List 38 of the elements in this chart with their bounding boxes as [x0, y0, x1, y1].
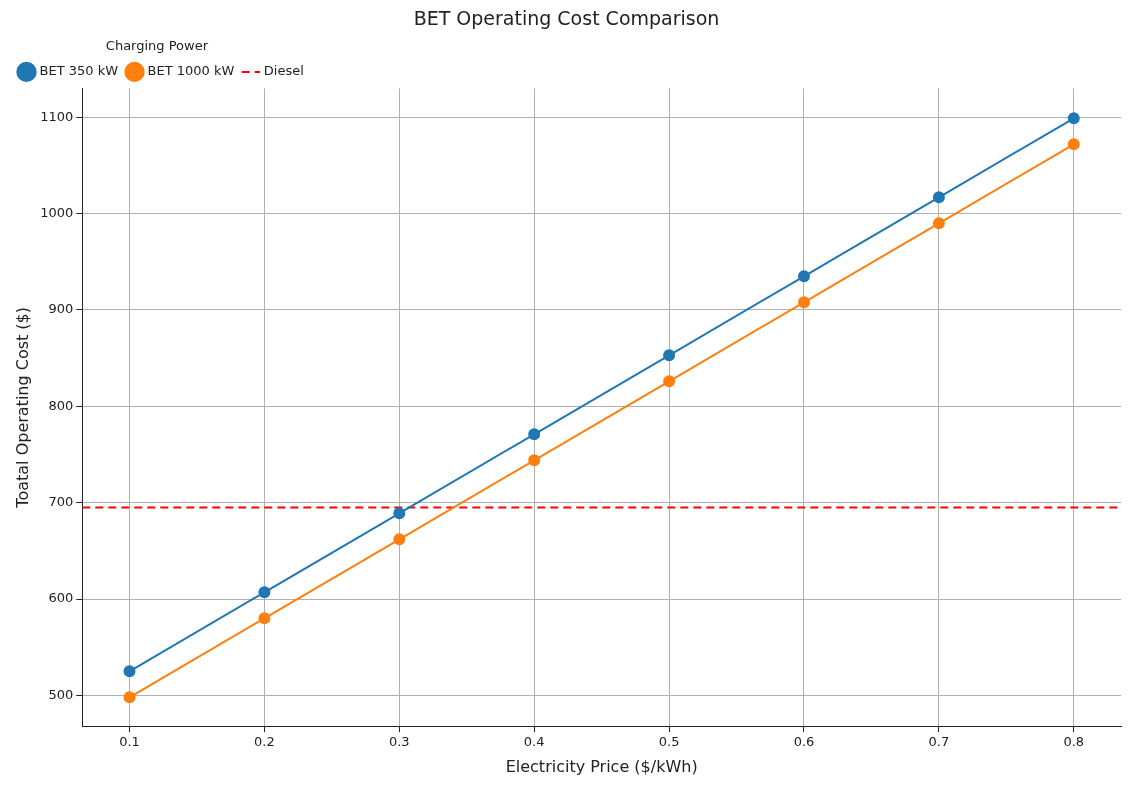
x-tick-label: 0.2 [254, 734, 275, 750]
x-tick-label: 0.1 [119, 734, 140, 750]
y-tick-label: 600 [48, 590, 74, 606]
y-tick-label: 900 [48, 301, 74, 317]
x-tick-label: 0.6 [793, 734, 815, 750]
y-tick-label: 500 [48, 686, 74, 702]
x-axis-title: Electricity Price ($/kWh) [505, 756, 698, 776]
point [932, 191, 945, 204]
legend-label: Diesel [263, 63, 304, 79]
point [1067, 112, 1080, 125]
point [1067, 138, 1080, 151]
point [797, 270, 810, 283]
legend-title: Charging Power [105, 37, 209, 53]
point [932, 217, 945, 230]
point [797, 296, 810, 309]
point [528, 428, 541, 441]
x-tick-label: 0.8 [1063, 734, 1085, 750]
y-tick-label: 1100 [40, 108, 74, 124]
x-tick-label: 0.7 [928, 734, 950, 750]
x-tick-label: 0.3 [388, 734, 410, 750]
y-tick-label: 800 [48, 397, 74, 413]
point [258, 586, 271, 599]
point [663, 375, 676, 388]
y-tick-label: 1000 [40, 205, 74, 221]
y-axis-title: Toatal Operating Cost ($) [12, 306, 32, 509]
point [123, 665, 136, 678]
legend-label: BET 350 kW [39, 63, 119, 79]
x-tick-label: 0.5 [658, 734, 680, 750]
point [123, 691, 136, 704]
x-tick-label: 0.4 [523, 734, 545, 750]
point [528, 454, 541, 467]
point [393, 533, 406, 546]
point [663, 349, 676, 362]
chart-title: BET Operating Cost Comparison [413, 7, 720, 30]
point [393, 507, 406, 520]
legend-label: BET 1000 kW [147, 63, 235, 79]
point [258, 612, 271, 625]
y-tick-label: 700 [48, 494, 74, 510]
